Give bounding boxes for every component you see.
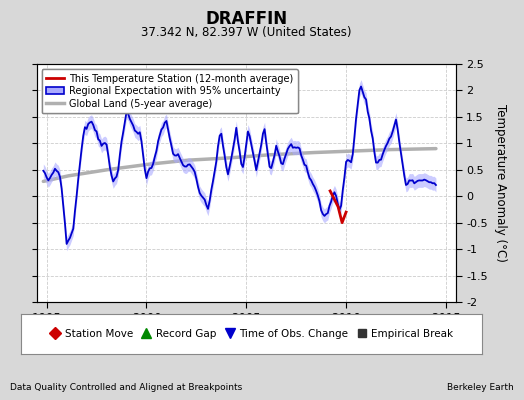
Legend: This Temperature Station (12-month average), Regional Expectation with 95% uncer: This Temperature Station (12-month avera… (41, 69, 298, 114)
Text: Berkeley Earth: Berkeley Earth (447, 383, 514, 392)
Text: 37.342 N, 82.397 W (United States): 37.342 N, 82.397 W (United States) (141, 26, 352, 39)
Legend: Station Move, Record Gap, Time of Obs. Change, Empirical Break: Station Move, Record Gap, Time of Obs. C… (47, 326, 456, 342)
Text: Data Quality Controlled and Aligned at Breakpoints: Data Quality Controlled and Aligned at B… (10, 383, 243, 392)
Y-axis label: Temperature Anomaly (°C): Temperature Anomaly (°C) (494, 104, 507, 262)
Text: DRAFFIN: DRAFFIN (205, 10, 287, 28)
